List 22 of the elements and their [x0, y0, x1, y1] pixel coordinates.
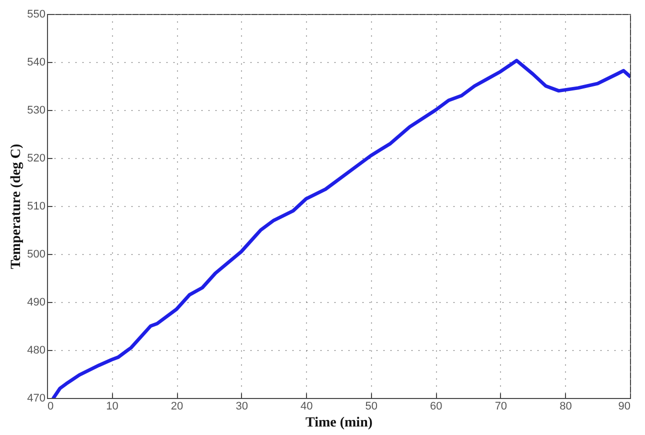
y-tick-label: 470 — [27, 392, 46, 404]
y-tick-label: 540 — [27, 56, 46, 68]
y-tick-label: 480 — [27, 344, 46, 356]
y-tick-label: 530 — [27, 104, 46, 116]
x-tick-label: 70 — [494, 400, 508, 412]
x-tick-label: 0 — [48, 400, 54, 412]
x-tick-label: 80 — [560, 400, 572, 412]
y-tick-label: 500 — [27, 248, 46, 260]
x-tick-label: 20 — [170, 400, 184, 412]
y-tick-label: 520 — [27, 152, 46, 164]
line-series — [52, 58, 630, 398]
x-axis-title: Time (min) — [305, 416, 373, 430]
x-tick-label: 50 — [365, 400, 378, 412]
x-tick-label: 90 — [618, 400, 630, 412]
x-tick-label: 60 — [430, 400, 442, 412]
y-tick-label: 550 — [27, 8, 46, 20]
y-tick-label: 490 — [27, 296, 46, 308]
x-tick-label: 10 — [106, 400, 118, 412]
x-tick-label: 30 — [236, 400, 248, 412]
x-tick-label: 40 — [300, 400, 313, 412]
y-axis-title: Temperature (deg C) — [9, 144, 24, 270]
y-tick-label: 510 — [27, 200, 46, 212]
